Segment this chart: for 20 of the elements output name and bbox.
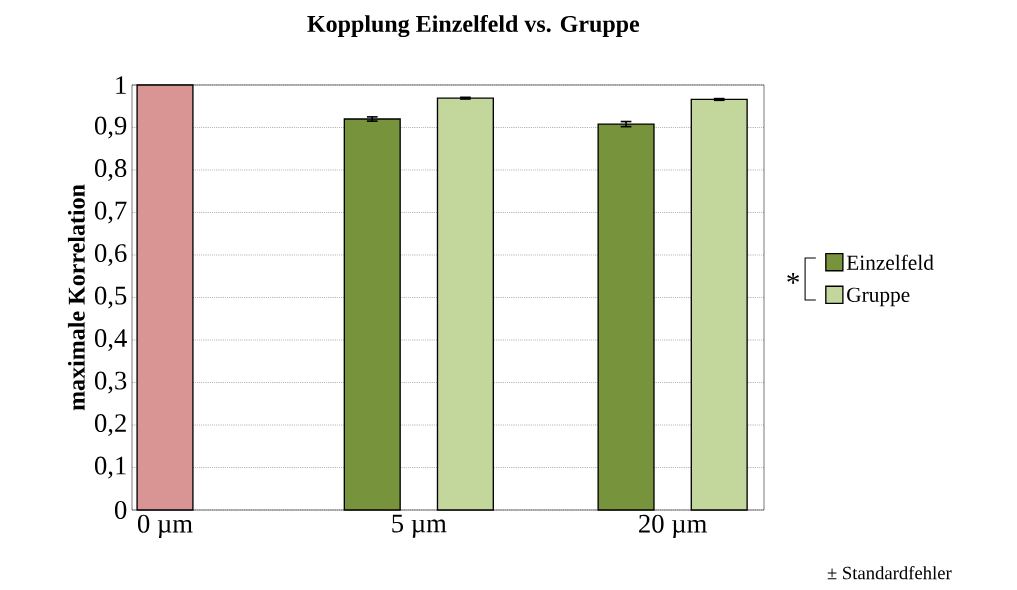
y-tick-label: 0,2 — [94, 414, 126, 436]
y-tick-label: 1 — [116, 76, 126, 94]
y-tick-label: 0,4 — [94, 329, 127, 351]
y-tick-label: 0,5 — [94, 286, 127, 309]
y-tick-label: 0,9 — [94, 116, 127, 139]
chart-title: Kopplung Einzelfeld vs. Gruppe — [307, 14, 640, 38]
legend-label: Gruppe — [847, 287, 910, 307]
x-tick-label: 0 µm — [137, 514, 193, 539]
x-tick-label: 20 µm — [639, 514, 707, 539]
y-tick-label: 0 — [114, 501, 127, 519]
text: * — [787, 273, 800, 284]
y-tick-label: 0,7 — [94, 201, 127, 224]
y-tick-label: 0,6 — [94, 244, 127, 266]
y-tick-label: 0,1 — [94, 456, 126, 479]
x-tick-label: 5 µm — [392, 514, 447, 538]
y-tick-label: 0,3 — [94, 371, 127, 394]
legend-label: Einzelfeld — [846, 254, 934, 270]
text: ± Standardfehler — [827, 565, 952, 580]
y-axis-title: maximale Korrelation — [67, 184, 85, 411]
y-tick-label: 0,8 — [94, 159, 127, 181]
